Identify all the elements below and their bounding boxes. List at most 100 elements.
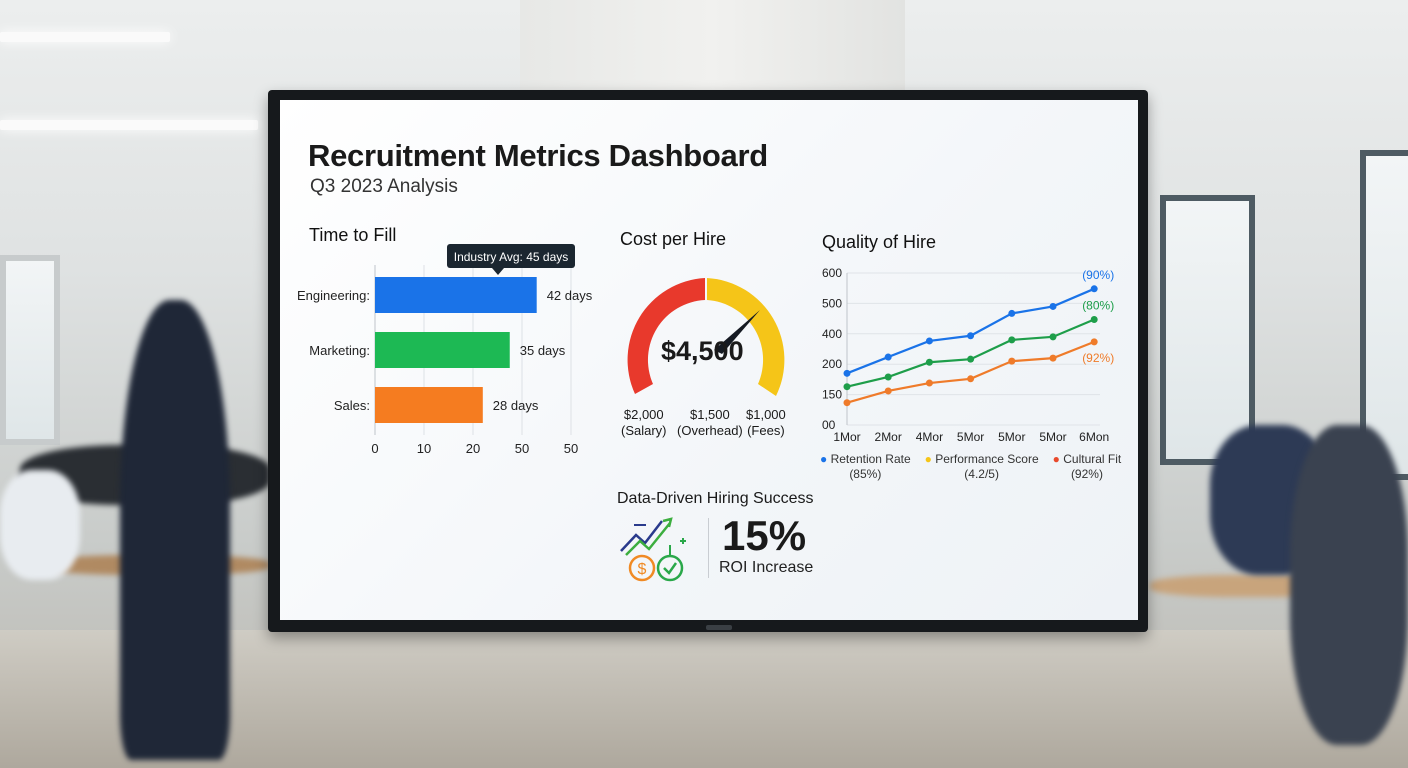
page-subtitle: Q3 2023 Analysis: [310, 176, 458, 197]
x-tick-label: 2Mor: [875, 430, 902, 444]
legend-dot: ●: [1052, 452, 1060, 466]
cost-per-hire-title: Cost per Hire: [620, 229, 727, 249]
fees-label: (Fees): [747, 423, 785, 438]
bar-2: [375, 387, 483, 423]
tv-sensor: [706, 625, 732, 630]
legend-dot: ●: [924, 452, 932, 466]
data-point: [843, 369, 851, 377]
window: [1360, 150, 1408, 480]
roi-label: ROI Increase: [719, 559, 814, 576]
legend-label: Retention Rate: [830, 452, 911, 466]
legend-sub: (85%): [849, 467, 882, 481]
data-point: [1049, 302, 1057, 310]
legend-item-performance: ● Performance Score (4.2/5): [925, 452, 1039, 482]
legend-dot: ●: [820, 452, 828, 466]
data-point: [1008, 336, 1016, 344]
end-label: (80%): [1082, 299, 1114, 313]
svg-text:$: $: [638, 561, 647, 578]
data-point: [884, 373, 892, 381]
x-tick-label: 0: [371, 441, 378, 456]
gauge-label-overhead: $1,500 (Overhead): [677, 407, 743, 439]
x-tick-label: 50: [515, 441, 529, 456]
overhead-amount: $1,500: [689, 407, 730, 422]
person-seated: [1290, 425, 1408, 745]
summary-heading: Data-Driven Hiring Success: [617, 490, 814, 507]
data-point: [1090, 316, 1098, 324]
ceiling-light: [0, 32, 170, 42]
x-tick-label: 6Mon: [1079, 430, 1109, 444]
x-tick-label: 5Mor: [998, 430, 1025, 444]
data-point: [967, 355, 975, 363]
overhead-label: (Overhead): [677, 423, 743, 438]
bar-0: [375, 277, 537, 313]
category-label: Sales:: [334, 398, 370, 413]
value-label: 42 days: [547, 288, 593, 303]
y-tick-label: 500: [822, 296, 842, 310]
data-point: [884, 353, 892, 361]
floor: [0, 630, 1408, 768]
quality-of-hire-title: Quality of Hire: [822, 232, 937, 252]
data-point: [1049, 354, 1057, 362]
gauge-label-fees: $1,000 (Fees): [746, 407, 786, 439]
legend-sub: (4.2/5): [964, 467, 999, 481]
data-point: [967, 375, 975, 383]
legend-sub: (92%): [1070, 467, 1103, 481]
growth-dollar-check-icon: $: [620, 517, 686, 582]
x-tick-label: 50: [564, 441, 578, 456]
data-point: [967, 332, 975, 340]
series-line-2: [846, 340, 1095, 404]
bar-1: [375, 332, 510, 368]
value-label: 35 days: [520, 343, 566, 358]
person-walking: [120, 300, 230, 760]
legend-item-retention: ● Retention Rate (85%): [820, 452, 911, 482]
x-tick-label: 1Mor: [833, 430, 860, 444]
ceiling-light: [0, 120, 258, 130]
y-tick-label: 150: [822, 388, 842, 402]
tooltip-pointer: [492, 268, 504, 275]
page-title: Recruitment Metrics Dashboard: [308, 138, 768, 173]
data-point: [925, 379, 933, 387]
y-tick-label: 600: [822, 266, 842, 280]
data-point: [925, 337, 933, 345]
x-tick-label: 5Mor: [957, 430, 984, 444]
x-tick-label: 20: [466, 441, 480, 456]
line-legend: ● Retention Rate (85%) ● Performance Scor…: [820, 452, 1121, 482]
legend-label: Performance Score: [935, 452, 1039, 466]
time-to-fill-title: Time to Fill: [309, 225, 397, 245]
time-to-fill-chart: 0 10 20 50 50 Engineering: 42 days Marketing: 35…: [297, 244, 593, 456]
gauge-label-salary: $2,000 (Salary): [621, 407, 667, 439]
data-point: [884, 387, 892, 395]
salary-amount: $2,000: [623, 407, 664, 422]
category-label: Marketing:: [309, 343, 370, 358]
annotation-tooltip: [447, 244, 575, 268]
y-tick-label: 400: [822, 327, 842, 341]
window: [0, 255, 60, 445]
legend-label: Cultural Fit: [1063, 452, 1122, 466]
legend-item-cultural: ● Cultural Fit (92%): [1053, 452, 1122, 482]
cost-gauge: [627, 278, 785, 396]
value-label: 28 days: [493, 398, 539, 413]
data-point: [1049, 333, 1057, 341]
annotation-text: Industry Avg: 45 days: [454, 250, 569, 264]
fees-amount: $1,000: [746, 407, 786, 422]
summary-divider: [708, 518, 709, 578]
data-point: [1008, 357, 1016, 365]
dashboard-screen: Recruitment Metrics Dashboard Q3 2023 An…: [280, 100, 1138, 620]
salary-label: (Salary): [621, 423, 667, 438]
data-point: [1090, 285, 1098, 293]
gauge-value: $4,500: [661, 336, 744, 366]
y-tick-label: 00: [822, 418, 836, 432]
gauge-needle: [714, 310, 760, 354]
gauge-segment-salary: [627, 278, 705, 394]
data-point: [1008, 309, 1016, 317]
x-tick-label: 5Mor: [1039, 430, 1066, 444]
category-label: Engineering:: [297, 288, 370, 303]
data-point: [925, 358, 933, 366]
data-point: [1090, 338, 1098, 346]
x-tick-label: 10: [417, 441, 431, 456]
roi-value: 15%: [722, 512, 807, 559]
y-tick-label: 200: [822, 357, 842, 371]
data-point: [843, 383, 851, 391]
window: [1160, 195, 1255, 465]
